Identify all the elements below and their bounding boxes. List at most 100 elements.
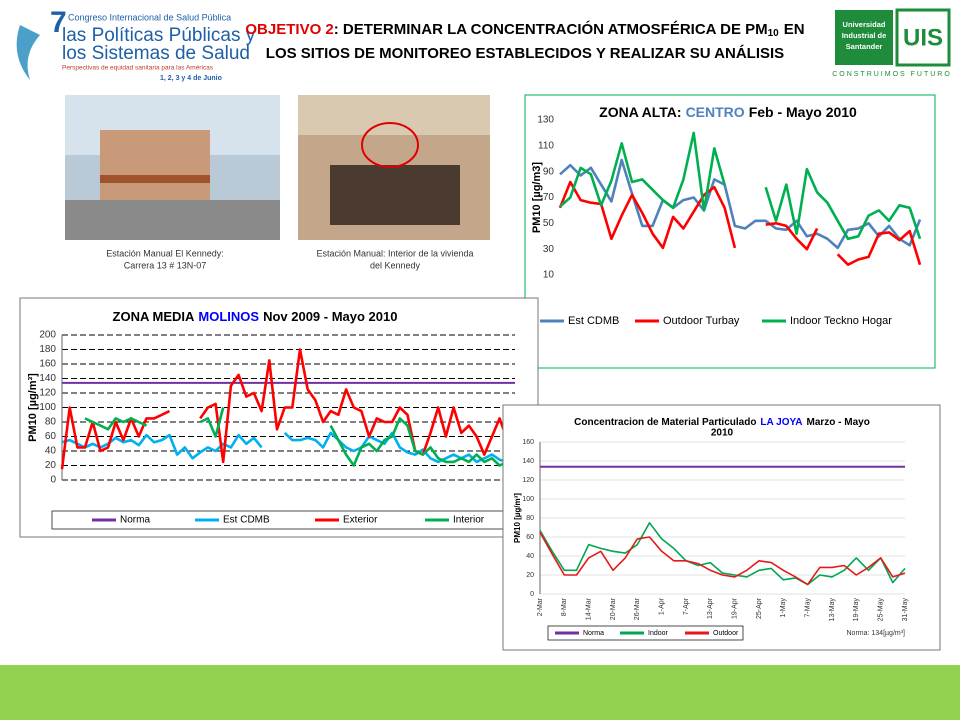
y-tick-label: 110 xyxy=(538,140,554,151)
logo-box xyxy=(895,8,951,67)
y-tick-label: 160 xyxy=(522,439,534,446)
title-part: ZONA MEDIA xyxy=(113,309,195,324)
photo-2: Estación Manual: Interior de la vivienda… xyxy=(298,95,490,270)
congress-logo: 7 Congreso Internacional de Salud Públic… xyxy=(16,6,256,82)
photo-1: Estación Manual El Kennedy: Carrera 13 #… xyxy=(65,95,280,270)
x-tick-label: 31-May xyxy=(902,598,909,622)
x-tick-label: 25-Apr xyxy=(756,597,763,619)
photo-table xyxy=(330,165,460,225)
legend-label: Outdoor xyxy=(713,630,739,637)
y-tick-label: 100 xyxy=(39,402,56,413)
y-tick-label: 10 xyxy=(543,270,555,281)
series-line xyxy=(559,131,726,212)
legend-label: Est CDMB xyxy=(568,315,619,327)
title-part: Concentracion de Material Particulado xyxy=(574,417,756,428)
legend-frame xyxy=(547,625,744,641)
x-tick-label: 13-Apr xyxy=(707,597,714,619)
logo-swoosh xyxy=(16,25,40,80)
photo-caption: Carrera 13 # 13N-07 xyxy=(124,260,207,270)
logo-line: los Sistemas de Salud xyxy=(62,43,250,64)
y-axis-label: PM10 [µg/m³] xyxy=(27,373,39,442)
uis-logo: Universidad Industrial de Santander UIS … xyxy=(832,8,952,78)
y-tick-label: 60 xyxy=(526,534,534,541)
x-tick-label: 19-Apr xyxy=(732,597,739,619)
y-tick-label: 40 xyxy=(45,446,57,457)
chart-title: ZONA ALTA: CENTRO Feb - Mayo 2010 xyxy=(599,104,857,120)
y-tick-label: 50 xyxy=(543,218,555,229)
series-line xyxy=(199,407,225,438)
y-tick-label: 80 xyxy=(526,515,534,522)
x-tick-label: 13-May xyxy=(829,598,836,622)
logo-mark: UIS xyxy=(903,24,943,51)
y-axis-label: PM10 [µg/m³] xyxy=(513,493,522,543)
y-tick-label: 160 xyxy=(39,359,56,370)
logo-text: Industrial de xyxy=(842,31,887,40)
chart-frame xyxy=(502,404,941,651)
logo-slogan: CONSTRUIMOS FUTURO xyxy=(832,71,952,78)
y-tick-label: 100 xyxy=(522,496,534,503)
title-part: ZONA ALTA: xyxy=(599,104,681,120)
footer-bar xyxy=(0,665,960,720)
y-tick-label: 0 xyxy=(50,475,56,486)
photo-highlight xyxy=(361,122,419,168)
y-tick-label: 80 xyxy=(45,417,57,428)
y-tick-label: 0 xyxy=(530,591,534,598)
y-tick-label: 130 xyxy=(537,115,554,126)
photo-caption: Estación Manual: Interior de la vivienda xyxy=(316,248,473,258)
y-tick-label: 120 xyxy=(39,388,56,399)
series-line xyxy=(84,417,148,431)
logo-line: 1, 2, 3 y 4 de Junio xyxy=(160,75,222,82)
x-tick-label: 19-May xyxy=(853,598,860,622)
photo-caption: Estación Manual El Kennedy: xyxy=(106,248,224,258)
title-part: Nov 2009 - Mayo 2010 xyxy=(263,309,397,324)
series-line xyxy=(60,406,171,470)
slide-title-line2: LOS SITIOS DE MONITOREO ESTABLECIDOS Y R… xyxy=(266,45,784,62)
photo-caption: del Kennedy xyxy=(370,260,421,270)
series-line xyxy=(539,522,906,586)
legend-label: Norma xyxy=(120,515,150,526)
legend-label: Outdoor Turbay xyxy=(663,315,740,327)
x-tick-label: 25-May xyxy=(878,598,885,622)
legend-label: Indoor xyxy=(648,630,669,637)
title-text: : DETERMINAR LA CONCENTRACIÓN ATMOSFÉRIC… xyxy=(334,20,768,38)
y-tick-label: 20 xyxy=(45,460,57,471)
series-line xyxy=(283,431,516,466)
x-tick-label: 8-Mar xyxy=(561,597,568,616)
y-tick-label: 120 xyxy=(522,477,534,484)
photo-building xyxy=(100,175,210,183)
photo-street xyxy=(65,200,280,240)
legend-label: Norma xyxy=(583,630,604,637)
logo-line: Congreso Internacional de Salud Pública xyxy=(68,12,231,22)
logo-text: Santander xyxy=(846,42,883,51)
title-part: LA JOYA xyxy=(760,417,802,428)
logo-box xyxy=(835,10,893,65)
series-line xyxy=(199,348,516,464)
chart: ZONA ALTA: CENTRO Feb - Mayo 2010 PM10 [µg/… xyxy=(524,94,936,369)
chart-title: Concentracion de Material Particulado LA … xyxy=(574,417,870,428)
chart-title-line2: 2010 xyxy=(711,428,734,439)
series-line xyxy=(61,433,263,460)
y-tick-label: 20 xyxy=(526,572,534,579)
legend-label: Interior xyxy=(453,515,485,526)
title-text: EN xyxy=(784,21,805,38)
y-tick-label: 90 xyxy=(543,166,555,177)
y-tick-label: 40 xyxy=(526,553,534,560)
chart-note: Norma: 134[µg/m³] xyxy=(847,630,906,637)
title-part: Feb - Mayo 2010 xyxy=(749,104,857,120)
series-line xyxy=(765,222,819,251)
y-tick-label: 140 xyxy=(522,458,534,465)
x-tick-label: 7-May xyxy=(805,598,812,618)
series-line xyxy=(764,167,922,241)
x-tick-label: 20-Mar xyxy=(610,597,617,620)
series-line xyxy=(836,229,922,266)
logo-line: las Políticas Públicas y xyxy=(62,25,256,46)
y-tick-label: 140 xyxy=(39,373,56,384)
logo-line: Perspectivas de equidad sanitaria para l… xyxy=(62,65,214,72)
title-subscript: 10 xyxy=(768,28,780,39)
series-line xyxy=(539,531,906,586)
legend-label: Indoor Teckno Hogar xyxy=(790,315,892,327)
x-tick-label: 7-Apr xyxy=(683,597,690,615)
title-prefix: OBJETIVO 2 xyxy=(245,21,333,38)
chart-title: ZONA MEDIA MOLINOS Nov 2009 - Mayo 2010 xyxy=(113,309,398,324)
